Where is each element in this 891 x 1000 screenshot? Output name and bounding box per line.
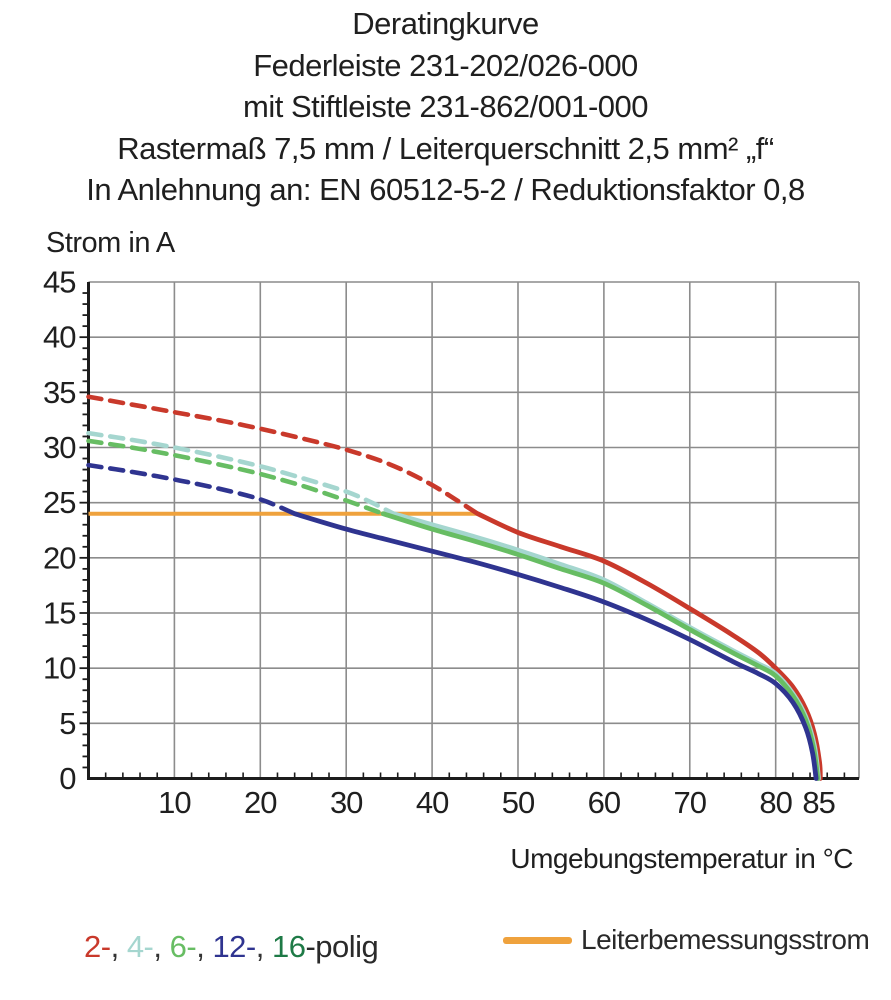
x-tick-label: 40: [416, 785, 449, 820]
x-tick-label: 85: [802, 785, 834, 820]
title-line-5: In Anlehnung an: EN 60512-5-2 / Reduktio…: [86, 172, 805, 207]
legend-pole-item: ,: [196, 929, 213, 964]
series-12-polig: [86, 462, 819, 781]
title-line-1: Deratingkurve: [352, 6, 539, 41]
y-tick-label: 40: [43, 320, 76, 355]
y-tick-label: 35: [43, 375, 75, 410]
x-tick-label: 50: [502, 785, 535, 820]
legend-pole-item: 6-: [169, 929, 197, 964]
x-tick-label: 80: [759, 785, 792, 820]
axes: [87, 282, 859, 780]
y-tick-label: 0: [59, 761, 76, 796]
legend-pole-item: -polig: [305, 929, 379, 964]
grid-lines: [88, 281, 860, 779]
x-tick-label: 30: [330, 785, 363, 820]
y-axis-title: Strom in A: [46, 227, 175, 259]
x-tick-label: 60: [588, 785, 621, 820]
legend-pole-item: ,: [255, 929, 272, 964]
rated-current-label: Leiterbemessungsstrom: [581, 924, 870, 955]
y-tick-label: 30: [43, 430, 76, 465]
legend-pole-item: 16: [271, 929, 306, 964]
legend-pole-item: ,: [110, 929, 127, 964]
y-tick-label: 25: [43, 485, 75, 520]
x-tick-label: 70: [674, 785, 707, 820]
legend-pole-item: 2-: [84, 929, 111, 964]
legend-pole-counts: 2-, 4-, 6-, 12-, 16-polig: [84, 929, 379, 965]
series-6-polig: [86, 438, 821, 781]
y-tick-label: 15: [43, 596, 75, 631]
legend-pole-item: 12-: [212, 929, 256, 964]
legend-pole-item: 4-: [126, 929, 154, 964]
series-2-polig: [86, 394, 823, 781]
rated-current-line-swatch: [503, 936, 572, 944]
title-line-3: mit Stiftleiste 231-862/001-000: [243, 89, 648, 124]
chart-title-block: Deratingkurve Federleiste 231-202/026-00…: [0, 3, 891, 211]
x-tick-label: 20: [244, 785, 277, 820]
legend-pole-item: ,: [153, 929, 170, 964]
y-tick-label: 20: [43, 540, 76, 575]
x-tick-label: 10: [158, 785, 191, 820]
y-tick-label: 5: [59, 706, 75, 741]
x-axis-title: Umgebungstemperatur in °C: [510, 843, 853, 874]
title-line-2: Federleiste 231-202/026-000: [253, 47, 638, 83]
y-tick-label: 45: [43, 265, 75, 300]
legend-rated-current: Leiterbemessungsstrom: [503, 924, 870, 956]
y-tick-label: 10: [43, 651, 76, 686]
tick-labels: 10 20 30 40 50 60 70 80 85 0 5 10 15 20 25 30 35 40 45: [43, 265, 836, 820]
title-line-4: Rastermaß 7,5 mm / Leiterquerschnitt 2,5…: [117, 130, 774, 166]
